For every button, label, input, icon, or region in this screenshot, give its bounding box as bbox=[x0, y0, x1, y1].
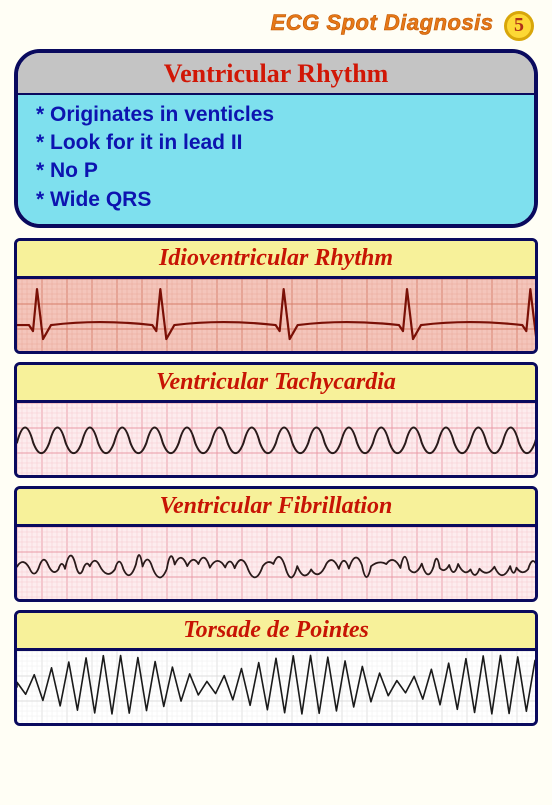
ecg-strip bbox=[17, 651, 535, 723]
rhythm-title: Ventricular Tachycardia bbox=[17, 365, 535, 403]
intro-title: Ventricular Rhythm bbox=[18, 53, 534, 95]
rhythm-title: Ventricular Fibrillation bbox=[17, 489, 535, 527]
rhythm-title: Idioventricular Rhythm bbox=[17, 241, 535, 279]
rhythm-title: Torsade de Pointes bbox=[17, 613, 535, 651]
intro-card: Ventricular Rhythm * Originates in venti… bbox=[14, 49, 538, 228]
bullet-item: * Originates in venticles bbox=[36, 101, 518, 129]
bullet-item: * Look for it in lead II bbox=[36, 129, 518, 157]
page-header: ECG Spot Diagnosis 5 bbox=[0, 0, 552, 45]
header-badge-number: 5 bbox=[514, 14, 524, 37]
ecg-strip bbox=[17, 279, 535, 351]
header-badge: 5 bbox=[504, 11, 534, 41]
header-title: ECG Spot Diagnosis bbox=[271, 10, 494, 35]
bullet-item: * No P bbox=[36, 157, 518, 185]
rhythm-block: Ventricular Fibrillation bbox=[14, 486, 538, 602]
rhythm-block: Idioventricular Rhythm bbox=[14, 238, 538, 354]
rhythm-block: Torsade de Pointes bbox=[14, 610, 538, 726]
ecg-strip bbox=[17, 527, 535, 599]
bullet-item: * Wide QRS bbox=[36, 186, 518, 214]
ecg-strip bbox=[17, 403, 535, 475]
rhythm-block: Ventricular Tachycardia bbox=[14, 362, 538, 478]
intro-body: * Originates in venticles * Look for it … bbox=[18, 95, 534, 224]
